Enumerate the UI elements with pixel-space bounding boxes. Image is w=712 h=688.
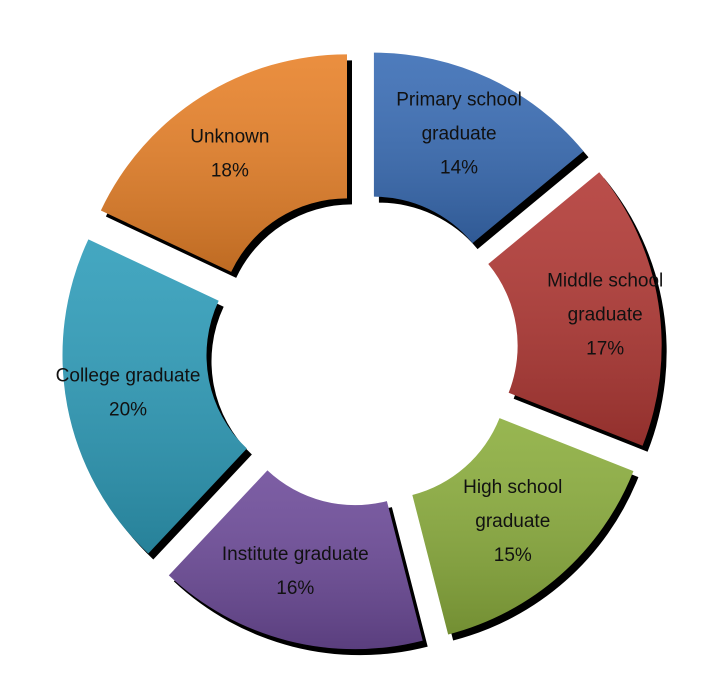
slice-percent: 20% bbox=[109, 400, 147, 421]
slice-category-text: High school bbox=[463, 477, 562, 498]
slice-percent: 14% bbox=[440, 158, 478, 179]
slice-category-text: graduate bbox=[568, 304, 643, 325]
slice-category-text: Primary school bbox=[396, 90, 522, 111]
slice-category-text: Middle school bbox=[547, 270, 663, 291]
slice-percent: 15% bbox=[494, 545, 532, 566]
slice-percent: 18% bbox=[211, 160, 249, 181]
slice-category-text: College graduate bbox=[56, 366, 201, 387]
slice-category-text: graduate bbox=[422, 124, 497, 145]
slice-percent: 16% bbox=[276, 578, 314, 599]
slice-category-text: graduate bbox=[475, 511, 550, 532]
slice-percent: 17% bbox=[586, 338, 624, 359]
slice-category-text: Unknown bbox=[190, 126, 269, 147]
slice-shading-college-graduate bbox=[62, 239, 246, 553]
slice-category-text: Institute graduate bbox=[222, 544, 369, 565]
